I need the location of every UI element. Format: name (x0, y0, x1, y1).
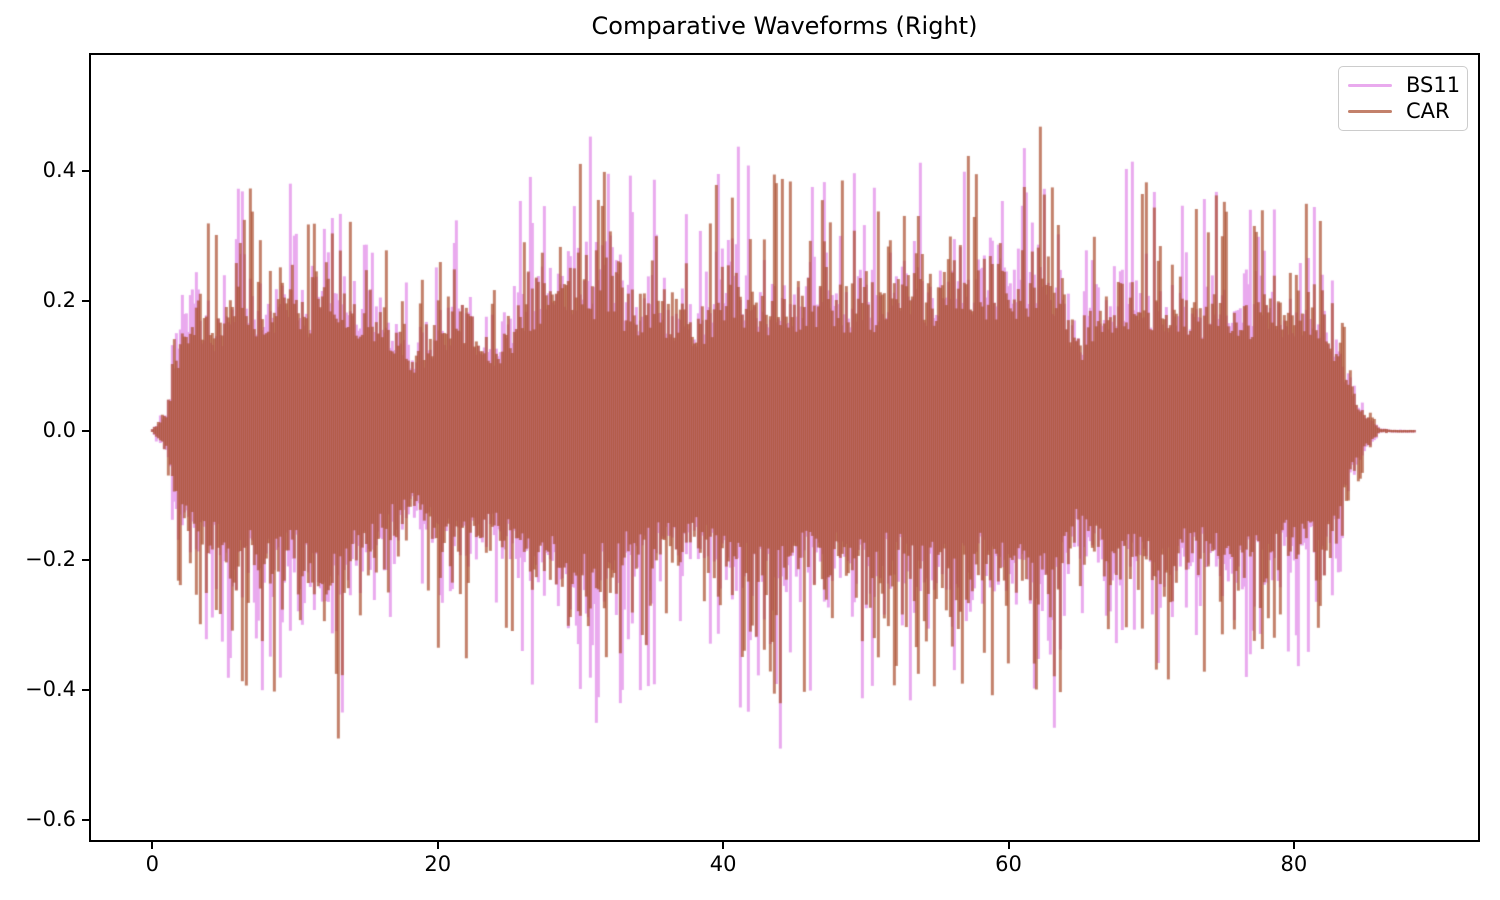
waveform-canvas (91, 55, 1478, 840)
y-tick-label: 0.4 (42, 158, 76, 183)
chart-title: Comparative Waveforms (Right) (591, 12, 978, 40)
x-tick-label: 60 (995, 852, 1022, 876)
y-tick-mark (82, 689, 89, 692)
x-tick-mark (1007, 842, 1010, 849)
y-tick-label: 0.2 (42, 287, 76, 312)
x-tick-mark (722, 842, 725, 849)
car-line-swatch-icon (1348, 110, 1392, 113)
x-tick-mark (1292, 842, 1295, 849)
x-tick-mark (436, 842, 439, 849)
x-tick-mark (151, 842, 154, 849)
legend-item-bs11: BS11 (1348, 73, 1461, 97)
y-tick-mark (82, 299, 89, 302)
y-tick-label: −0.4 (25, 677, 76, 702)
y-tick-mark (82, 818, 89, 821)
x-tick-label: 20 (424, 852, 452, 876)
x-tick-label: 40 (709, 852, 737, 876)
bs11-line-swatch-icon (1348, 84, 1392, 87)
y-tick-label: −0.2 (25, 547, 76, 572)
y-tick-mark (82, 559, 89, 562)
plot-area (89, 53, 1480, 842)
legend-label-bs11: BS11 (1406, 73, 1461, 97)
y-tick-mark (82, 429, 89, 432)
y-tick-label: −0.6 (25, 806, 76, 831)
x-tick-label: 80 (1280, 852, 1308, 876)
legend-label-car: CAR (1406, 99, 1450, 123)
x-tick-label: 0 (145, 852, 160, 876)
legend: BS11 CAR (1338, 66, 1468, 131)
y-tick-mark (82, 170, 89, 173)
y-tick-label: 0.0 (42, 417, 76, 442)
legend-item-car: CAR (1348, 101, 1458, 122)
